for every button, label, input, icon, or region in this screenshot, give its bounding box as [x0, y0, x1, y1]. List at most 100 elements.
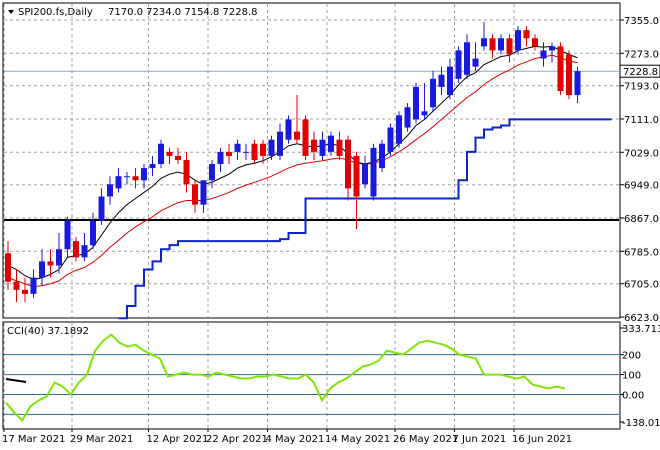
x-axis-label: 4 May 2021	[266, 434, 325, 445]
price-axis-label: 6623.0	[624, 313, 659, 324]
candle-body	[158, 143, 164, 165]
x-axis-label: 26 May 2021	[393, 434, 458, 445]
candle-body	[379, 143, 385, 169]
candle-body	[506, 38, 513, 55]
price-axis-label: 6867.0	[624, 214, 659, 225]
cci-axis-label: 200	[622, 351, 641, 362]
candle-body	[277, 131, 283, 156]
candle-body	[489, 38, 496, 51]
candle-body	[260, 143, 266, 156]
candle-body	[149, 164, 156, 169]
candle-body	[540, 50, 547, 59]
candle-body	[251, 143, 258, 160]
symbol-label: SPI200.fs,Daily	[18, 7, 93, 18]
candle-layer	[5, 22, 581, 302]
candle-body	[175, 155, 181, 160]
trailing-stop-line	[118, 118, 612, 320]
current-price-marker	[619, 64, 660, 78]
price-axis-label: 7193.0	[624, 82, 659, 93]
price-axis-label: 7355.0	[624, 16, 659, 27]
candle-body	[22, 289, 28, 294]
candle-body	[217, 151, 224, 165]
price-axis-label: 7273.0	[624, 49, 659, 60]
price-axis-label: 6705.0	[624, 280, 659, 291]
candle-body	[438, 74, 445, 87]
candle-body	[302, 119, 309, 156]
candle-body	[481, 38, 487, 47]
candle-body	[192, 184, 198, 205]
candle-body	[396, 115, 402, 144]
candle-body	[107, 184, 113, 197]
candle-body	[90, 220, 96, 246]
candle-body	[13, 281, 20, 290]
candle-body	[370, 147, 377, 197]
cci-panel-frame	[2, 321, 621, 430]
candle-body	[430, 78, 436, 108]
price-axis-label: 7029.0	[624, 148, 659, 159]
candle-body	[532, 38, 538, 47]
x-axis-label: 14 May 2021	[325, 434, 390, 445]
candle-body	[132, 176, 139, 181]
candle-body	[73, 241, 79, 258]
candle-body	[336, 139, 343, 156]
candle-body	[294, 131, 300, 140]
candle-body	[549, 46, 555, 51]
candle-body	[141, 168, 147, 181]
candle-body	[319, 139, 326, 156]
candle-body	[557, 46, 564, 92]
candle-body	[115, 176, 122, 189]
candle-body	[311, 139, 317, 152]
price-panel-frame	[2, 2, 621, 319]
candle-body	[234, 143, 241, 152]
candle-body	[56, 249, 62, 266]
x-axis-label: 29 Mar 2021	[70, 434, 133, 445]
candle-body	[166, 151, 173, 156]
grid-layer	[3, 4, 619, 428]
candle-body	[498, 38, 504, 51]
candle-body	[5, 253, 11, 282]
fast-moving-average-line	[7, 45, 578, 281]
candle-body	[226, 151, 232, 156]
slow-moving-average-line	[7, 54, 578, 288]
candle-body	[566, 54, 572, 96]
collapse-triangle-icon[interactable]	[8, 10, 14, 14]
candle-body	[47, 261, 54, 266]
price-axis-label: 6949.0	[624, 181, 659, 192]
cci-line	[5, 333, 566, 423]
candle-body	[387, 127, 394, 152]
cci-axis-label: -138.0124	[622, 418, 660, 429]
candle-body	[81, 245, 88, 258]
candle-body	[285, 119, 292, 140]
candle-body	[574, 71, 581, 96]
candle-body	[98, 196, 105, 221]
x-axis-label: 22 Apr 2021	[206, 434, 268, 445]
x-axis-label: 17 Mar 2021	[2, 434, 65, 445]
candle-body	[39, 261, 45, 278]
x-axis-label: 12 Apr 2021	[147, 434, 209, 445]
candle-body	[328, 135, 334, 152]
price-axis-label: 7111.0	[624, 115, 659, 126]
candle-body	[30, 277, 37, 294]
candle-body	[268, 139, 275, 156]
candle-body	[464, 42, 470, 75]
cci-axis-label: 333.7135	[622, 324, 660, 335]
candle-body	[183, 159, 190, 185]
candle-body	[64, 220, 71, 250]
candle-body	[472, 58, 479, 67]
price-axis-label: 6785.0	[624, 247, 659, 258]
candle-body	[362, 164, 368, 185]
x-axis-label: 16 Jun 2021	[512, 434, 572, 445]
x-axis-label: 7 Jun 2021	[453, 434, 507, 445]
candle-body	[455, 50, 462, 79]
candle-body	[447, 66, 453, 96]
cci-legend-stub	[5, 378, 27, 383]
current-price-label: 7228.8	[623, 67, 658, 78]
candle-body	[209, 164, 215, 181]
candle-body	[413, 86, 419, 120]
ohlc-label: 7170.0 7234.0 7154.8 7228.8	[108, 7, 258, 18]
candle-body	[353, 155, 360, 197]
candle-body	[404, 107, 411, 128]
